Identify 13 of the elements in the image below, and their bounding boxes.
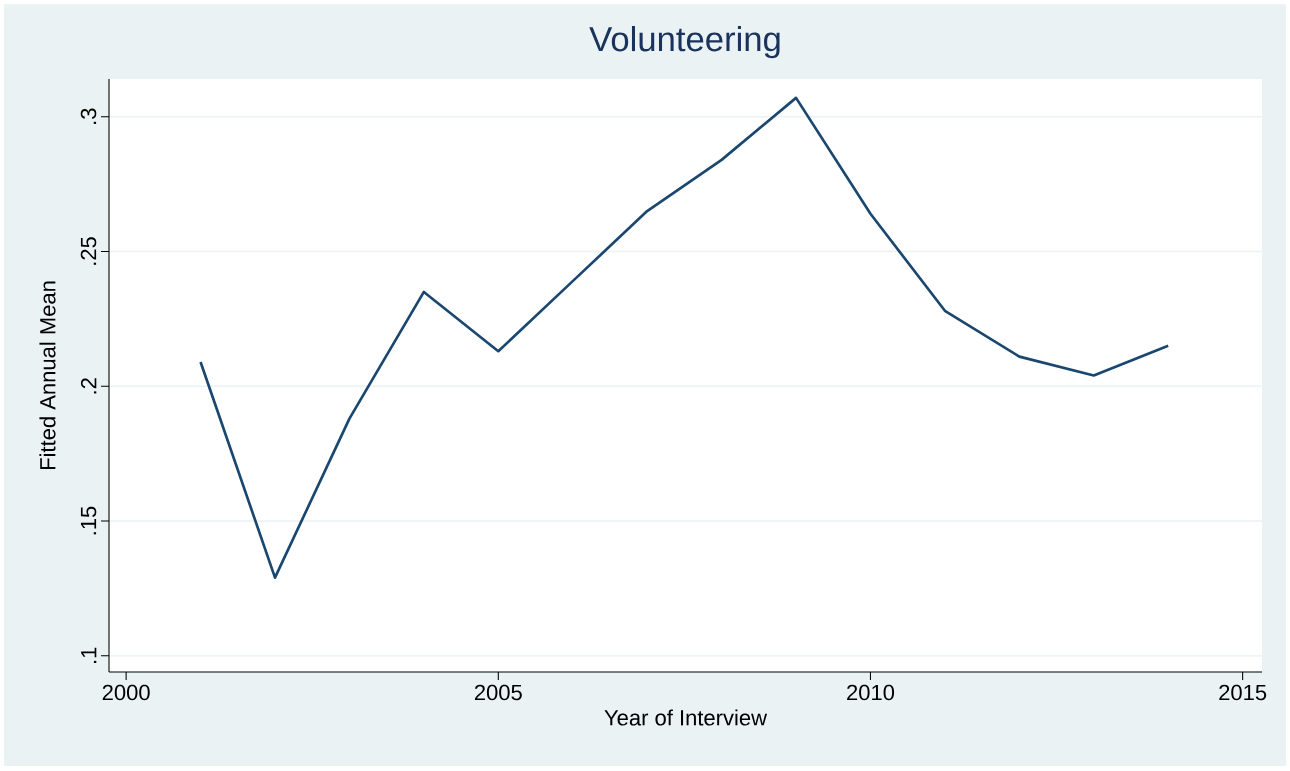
y-tick-label: .3 [80,108,97,124]
y-tick-label: .1 [81,647,97,663]
y-tick-label: .15 [80,506,97,535]
y-tick-label: .25 [80,237,97,265]
x-tick-label: 2005 [474,684,522,701]
y-axis-title: Fitted Annual Mean [39,281,56,470]
y-tick-label: .2 [80,378,97,394]
x-tick-label: 2010 [847,684,895,701]
x-axis-title: Year of Interview [604,709,768,726]
x-tick-label: 2000 [102,684,150,701]
line-series [199,96,1170,579]
chart-title: Volunteering [589,25,780,59]
x-tick-label: 2015 [1219,684,1267,701]
